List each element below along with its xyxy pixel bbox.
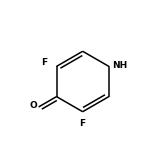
Text: F: F: [80, 119, 86, 128]
Text: O: O: [30, 101, 38, 110]
Text: NH: NH: [112, 61, 128, 70]
Text: F: F: [41, 58, 48, 67]
